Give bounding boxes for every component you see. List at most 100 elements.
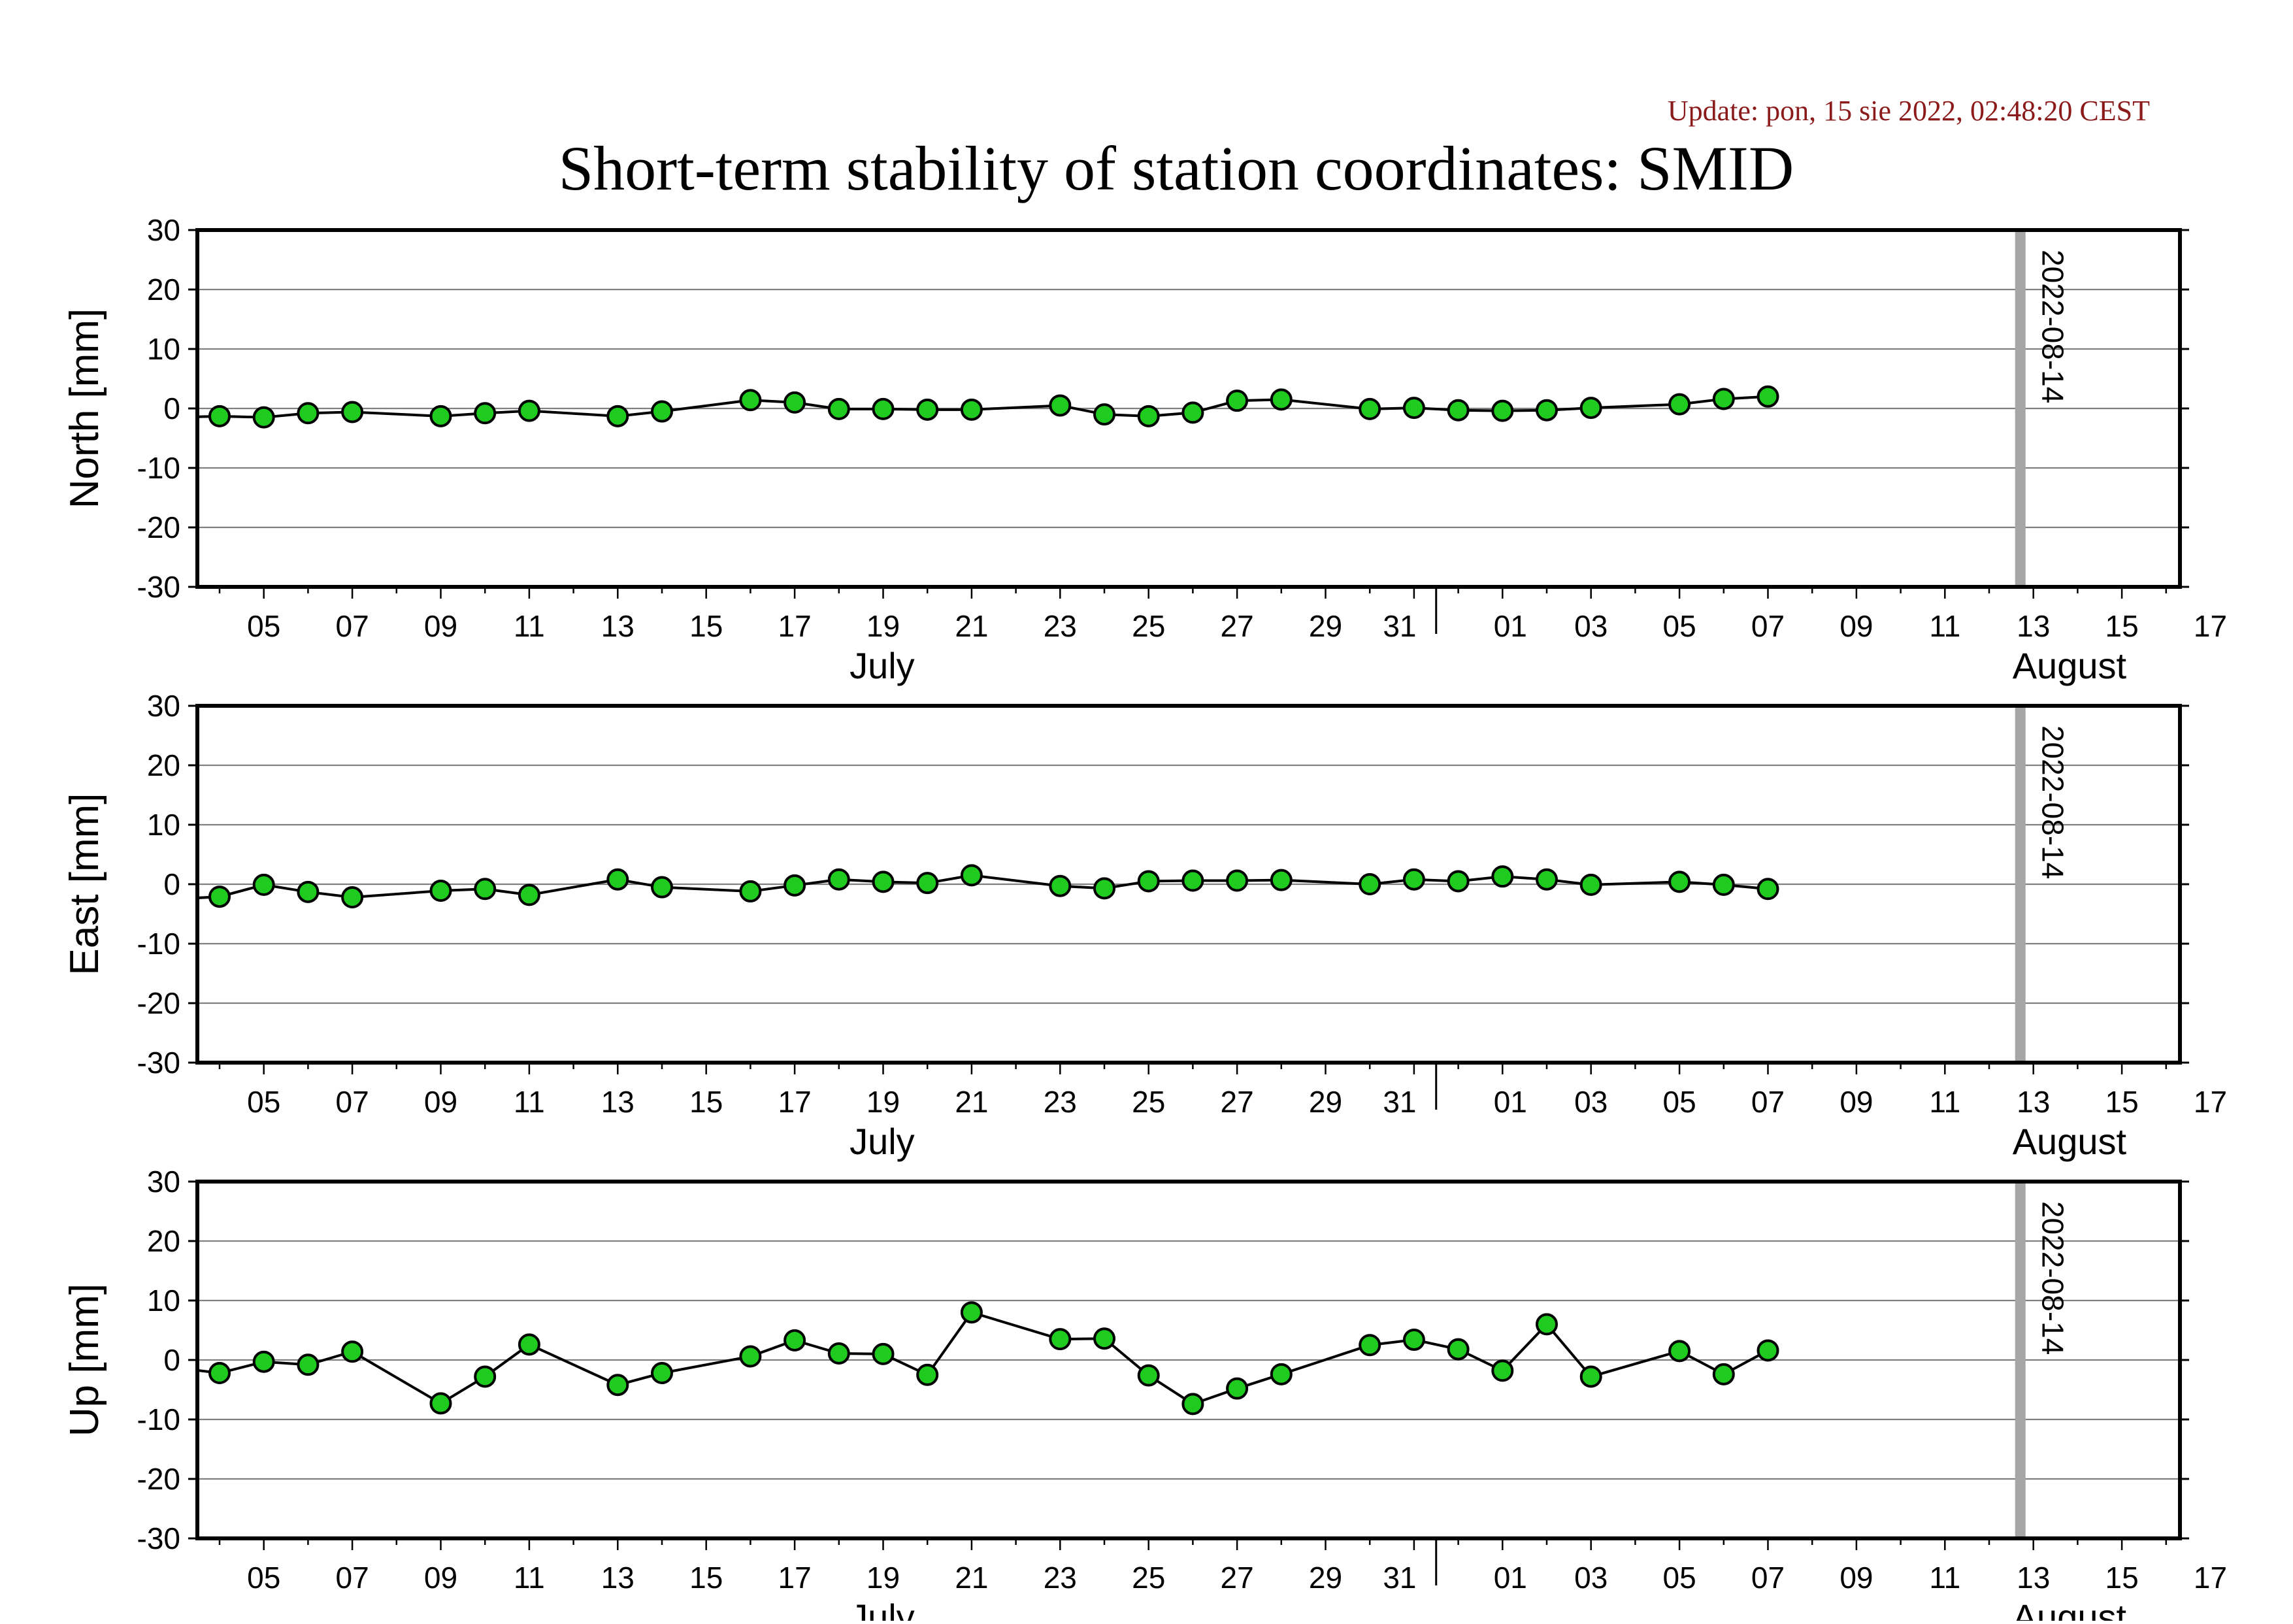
data-point — [341, 886, 364, 909]
x-tick-label: 05 — [1663, 1561, 1696, 1595]
x-tick-label: 03 — [1574, 1561, 1608, 1595]
x-tick-label: 03 — [1574, 609, 1608, 643]
data-point — [1137, 870, 1160, 893]
data-point — [297, 1353, 320, 1376]
data-point — [252, 406, 275, 429]
x-tick-label: 17 — [2194, 1085, 2227, 1119]
x-tick-label: 07 — [336, 1561, 369, 1595]
x-tick-label: 05 — [247, 609, 280, 643]
data-point — [1093, 1327, 1115, 1350]
x-tick-label: 13 — [601, 1561, 635, 1595]
data-point — [651, 1362, 673, 1385]
data-point — [1226, 869, 1249, 892]
data-point — [429, 1392, 452, 1415]
data-point — [1270, 869, 1293, 891]
y-tick-label: 30 — [147, 1165, 180, 1199]
x-tick-label: 15 — [689, 609, 723, 643]
x-tick-label: 07 — [1751, 609, 1785, 643]
y-tick-label: -20 — [137, 986, 180, 1020]
data-point — [1402, 868, 1425, 891]
data-point — [1447, 870, 1470, 893]
data-point — [1359, 1334, 1381, 1357]
data-point — [1226, 389, 1249, 412]
data-point — [739, 389, 762, 412]
data-point — [1579, 1365, 1602, 1388]
x-tick-label: 15 — [2105, 609, 2139, 643]
x-tick-label: 11 — [1929, 1561, 1960, 1595]
x-tick-label: 15 — [689, 1561, 723, 1595]
data-point — [1181, 869, 1204, 892]
data-point — [916, 398, 939, 421]
data-point — [1536, 868, 1558, 891]
x-tick-label: 07 — [1751, 1085, 1785, 1119]
x-tick-label: 29 — [1309, 609, 1342, 643]
data-point — [252, 873, 275, 896]
data-point — [827, 868, 850, 891]
data-point — [474, 878, 497, 901]
y-tick-label: 20 — [147, 748, 180, 782]
x-tick-label: 11 — [514, 609, 545, 643]
x-tick-label: 17 — [778, 1561, 812, 1595]
data-point — [1757, 1339, 1779, 1362]
event-label: 2022-08-14 — [2036, 250, 2070, 403]
data-point — [651, 400, 673, 423]
data-point — [1536, 399, 1558, 422]
data-point — [739, 880, 762, 903]
x-tick-label: 09 — [1839, 609, 1873, 643]
y-tick-label: 20 — [147, 1224, 180, 1258]
data-point — [1049, 874, 1072, 897]
y-tick-label: 10 — [147, 332, 180, 366]
x-tick-label: 17 — [2194, 609, 2227, 643]
x-tick-label: 23 — [1044, 1561, 1077, 1595]
x-tick-label: 27 — [1221, 1085, 1254, 1119]
data-point — [872, 397, 895, 420]
x-tick-label: 03 — [1574, 1085, 1608, 1119]
x-tick-label: 27 — [1221, 1561, 1254, 1595]
x-tick-label: 25 — [1132, 1561, 1165, 1595]
y-tick-label: -10 — [137, 927, 180, 961]
data-point — [518, 399, 540, 422]
data-point — [1491, 1359, 1514, 1382]
data-point — [518, 884, 540, 906]
x-tick-label: 01 — [1494, 1085, 1527, 1119]
y-axis-label: North [mm] — [62, 308, 107, 509]
y-tick-label: -10 — [137, 1402, 180, 1436]
y-tick-label: 0 — [163, 391, 180, 425]
data-point — [1049, 394, 1072, 417]
data-point — [429, 405, 452, 427]
data-point — [1712, 873, 1735, 896]
data-point — [960, 1301, 983, 1324]
x-tick-label: 07 — [336, 1085, 369, 1119]
chart-title: Short-term stability of station coordina… — [559, 133, 1794, 203]
series — [197, 864, 1779, 909]
x-tick-label: 13 — [2017, 1561, 2050, 1595]
x-tick-label: 13 — [601, 609, 635, 643]
data-point — [1137, 1364, 1160, 1387]
y-tick-label: -30 — [137, 1046, 180, 1080]
data-point — [1447, 1338, 1470, 1361]
x-tick-label: 29 — [1309, 1561, 1342, 1595]
x-tick-label: 19 — [866, 1561, 900, 1595]
series — [197, 385, 1779, 429]
data-point — [252, 1350, 275, 1373]
x-tick-label: 31 — [1383, 1085, 1416, 1119]
y-tick-label: -30 — [137, 1521, 180, 1555]
y-tick-label: 30 — [147, 689, 180, 723]
data-point — [1447, 399, 1470, 422]
x-tick-label: 01 — [1494, 1561, 1527, 1595]
data-point — [827, 397, 850, 420]
data-point — [1491, 865, 1514, 888]
data-point — [1402, 1329, 1425, 1351]
data-point — [1137, 405, 1160, 427]
x-tick-label: 07 — [336, 609, 369, 643]
x-tick-label: 31 — [1383, 1561, 1416, 1595]
y-tick-label: 10 — [147, 1284, 180, 1317]
data-point — [916, 872, 939, 895]
data-point — [1049, 1328, 1072, 1351]
data-point — [1712, 388, 1735, 410]
